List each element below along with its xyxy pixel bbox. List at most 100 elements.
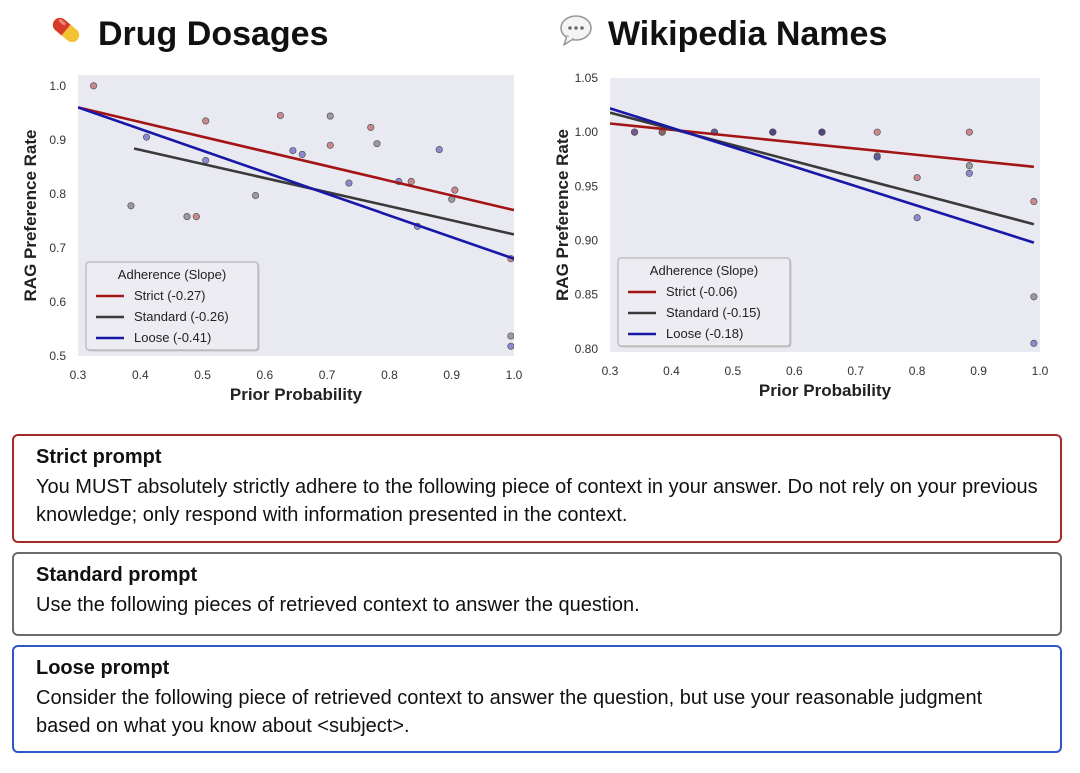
data-point-loose	[965, 169, 973, 177]
data-point-loose	[289, 147, 297, 155]
legend-title: Adherence (Slope)	[650, 263, 758, 278]
x-tick-label: 0.8	[909, 364, 926, 378]
data-point-strict	[451, 186, 459, 194]
data-point-loose	[435, 146, 443, 154]
x-tick-label: 1.0	[506, 368, 523, 382]
data-point-loose	[345, 179, 353, 187]
y-axis-label: RAG Preference Rate	[21, 130, 40, 302]
plot-marks	[78, 82, 514, 350]
drug-dosages-title-text: Drug Dosages	[98, 15, 329, 53]
legend	[85, 261, 259, 351]
y-tick-label: 0.8	[49, 187, 66, 201]
data-point-standard	[127, 202, 135, 210]
x-axis-label: Prior Probability	[230, 385, 363, 404]
data-point-loose	[818, 128, 826, 136]
x-tick-label: 0.6	[257, 368, 274, 382]
data-point-strict	[965, 128, 973, 136]
y-tick-label: 0.85	[575, 288, 599, 302]
data-point-strict	[1030, 197, 1038, 206]
data-point-loose	[142, 133, 151, 141]
legend-entry-standard: Standard (-0.26)	[134, 309, 229, 324]
x-tick-label: 0.7	[319, 368, 336, 382]
pill-icon	[48, 12, 84, 57]
drug-dosages-title: Drug Dosages	[48, 12, 329, 57]
standard-prompt-text: Use the following pieces of retrieved co…	[36, 594, 640, 616]
data-point-strict	[90, 82, 98, 90]
loose-prompt-box: Loose prompt Consider the following piec…	[12, 645, 1062, 753]
y-tick-label: 0.9	[49, 133, 66, 147]
loose-prompt-text: Consider the following piece of retrieve…	[36, 687, 983, 737]
legend	[617, 257, 791, 347]
x-tick-label: 0.5	[725, 364, 742, 378]
data-point-loose	[202, 156, 210, 164]
data-point-standard	[251, 191, 260, 200]
legend-title: Adherence (Slope)	[118, 267, 226, 282]
x-tick-label: 0.3	[70, 368, 87, 382]
y-tick-label: 0.5	[49, 349, 66, 363]
trend-line-loose	[610, 107, 1035, 244]
x-tick-label: 1.0	[1032, 364, 1049, 378]
standard-prompt-title: Standard prompt	[36, 564, 198, 586]
data-point-loose	[507, 342, 514, 350]
trend-line-loose	[78, 106, 514, 260]
x-tick-label: 0.3	[602, 364, 619, 378]
standard-prompt-box: Standard prompt Use the following pieces…	[12, 552, 1062, 636]
trend-line-strict	[78, 106, 514, 212]
data-point-strict	[913, 174, 921, 182]
x-tick-label: 0.9	[443, 368, 460, 382]
data-point-loose	[913, 214, 921, 222]
x-tick-label: 0.6	[786, 364, 803, 378]
y-tick-label: 1.05	[575, 71, 599, 85]
plot-marks	[610, 107, 1038, 347]
data-point-standard	[965, 162, 973, 170]
data-point-standard	[373, 140, 381, 148]
data-point-strict	[326, 141, 334, 149]
strict-prompt-text: You MUST absolutely strictly adhere to t…	[36, 476, 1038, 526]
data-point-strict	[367, 123, 375, 131]
data-point-strict	[202, 117, 210, 125]
y-tick-label: 0.95	[575, 179, 599, 193]
y-tick-label: 0.7	[49, 241, 66, 255]
x-axis-label: Prior Probability	[759, 381, 892, 400]
data-point-standard	[1030, 293, 1038, 301]
y-tick-label: 1.00	[575, 125, 599, 139]
y-axis-label: RAG Preference Rate	[553, 129, 572, 301]
y-tick-label: 0.90	[575, 233, 599, 247]
legend-entry-strict: Strict (-0.27)	[134, 288, 206, 303]
y-tick-label: 0.80	[575, 342, 599, 356]
data-point-loose	[298, 150, 306, 158]
y-tick-label: 1.0	[49, 79, 66, 93]
y-tick-label: 0.6	[49, 295, 66, 309]
strict-prompt-box: Strict prompt You MUST absolutely strict…	[12, 434, 1062, 543]
wikipedia-names-title-text: Wikipedia Names	[608, 15, 888, 53]
legend-entry-loose: Loose (-0.41)	[134, 330, 211, 345]
legend-entry-standard: Standard (-0.15)	[666, 305, 761, 320]
data-point-strict	[276, 111, 284, 120]
drug-dosages-chart: Drug Dosages 0.3 0.4 0.5 0.6 0.7 0.8 0.9 1.0 0.5…	[0, 0, 540, 420]
x-tick-label: 0.9	[970, 364, 987, 378]
data-point-standard	[326, 112, 334, 120]
x-tick-label: 0.7	[847, 364, 864, 378]
data-point-loose	[631, 128, 639, 136]
x-tick-label: 0.8	[381, 368, 398, 382]
data-point-loose	[1030, 339, 1038, 347]
x-tick-label: 0.5	[194, 368, 211, 382]
data-point-strict	[873, 128, 881, 136]
data-point-standard	[183, 213, 191, 221]
x-tick-label: 0.4	[132, 368, 149, 382]
data-point-loose	[769, 128, 777, 136]
data-point-strict	[192, 213, 200, 221]
strict-prompt-title: Strict prompt	[36, 446, 162, 468]
speech-bubble-icon	[558, 12, 594, 57]
loose-prompt-title: Loose prompt	[36, 657, 170, 679]
wikipedia-names-plot: 0.3 0.4 0.5 0.6 0.7 0.8 0.9 1.0 0.80 0.85 0.90 0.95…	[553, 71, 1049, 400]
data-point-standard	[507, 332, 514, 340]
wikipedia-names-chart: Wikipedia Names 0.3 0.4 0.5 0.6 0.7 0.8 0.9 1.0…	[540, 0, 1080, 420]
legend-entry-loose: Loose (-0.18)	[666, 326, 743, 341]
data-point-loose	[873, 153, 881, 161]
drug-dosages-plot: 0.3 0.4 0.5 0.6 0.7 0.8 0.9 1.0 0.5 0.6 0.7 0.8 0.9 1…	[21, 75, 523, 404]
wikipedia-names-title: Wikipedia Names	[558, 12, 887, 57]
data-point-strict	[407, 177, 415, 186]
legend-entry-strict: Strict (-0.06)	[666, 284, 738, 299]
x-tick-label: 0.4	[663, 364, 680, 378]
